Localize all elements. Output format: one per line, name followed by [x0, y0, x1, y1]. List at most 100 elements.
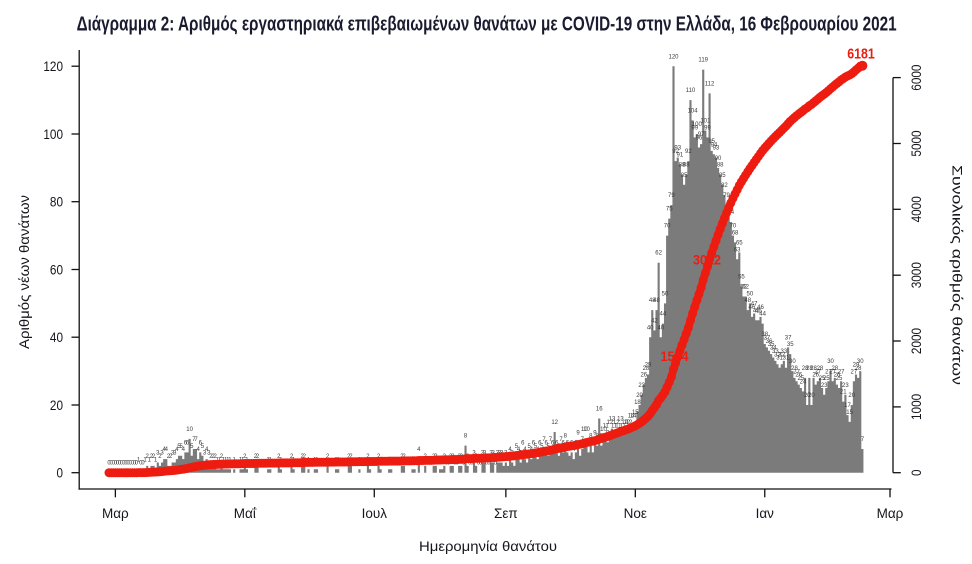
svg-text:26: 26 — [640, 373, 647, 379]
svg-text:120: 120 — [43, 58, 63, 74]
svg-text:4: 4 — [165, 447, 169, 453]
svg-text:85: 85 — [719, 173, 726, 179]
svg-text:7: 7 — [559, 437, 563, 443]
svg-text:12: 12 — [626, 420, 633, 426]
svg-text:7: 7 — [542, 437, 546, 443]
svg-text:68: 68 — [732, 230, 739, 236]
svg-text:1: 1 — [137, 457, 141, 463]
svg-text:2: 2 — [256, 454, 260, 460]
svg-text:6: 6 — [521, 440, 525, 446]
svg-text:92: 92 — [672, 149, 679, 155]
svg-text:15: 15 — [632, 410, 639, 416]
svg-text:4: 4 — [196, 447, 200, 453]
svg-text:38: 38 — [761, 332, 768, 338]
svg-text:0: 0 — [57, 465, 64, 481]
svg-text:65: 65 — [736, 241, 743, 247]
svg-text:6000: 6000 — [908, 64, 924, 90]
svg-text:2: 2 — [220, 454, 224, 460]
svg-text:0: 0 — [116, 461, 120, 467]
svg-text:32: 32 — [778, 352, 785, 358]
svg-text:7: 7 — [861, 437, 865, 443]
svg-text:2: 2 — [254, 454, 258, 460]
svg-text:27: 27 — [825, 369, 832, 375]
svg-text:2: 2 — [169, 454, 173, 460]
svg-text:70: 70 — [664, 224, 671, 230]
svg-text:2: 2 — [146, 454, 150, 460]
svg-text:Ημερομηνία θανάτου: Ημερομηνία θανάτου — [419, 539, 557, 554]
svg-text:2: 2 — [150, 454, 154, 460]
svg-text:28: 28 — [810, 366, 817, 372]
svg-text:40: 40 — [647, 325, 654, 331]
svg-text:0: 0 — [129, 461, 133, 467]
svg-text:35: 35 — [768, 342, 775, 348]
svg-text:1: 1 — [143, 457, 147, 463]
svg-text:47: 47 — [751, 302, 758, 308]
svg-text:46: 46 — [749, 305, 756, 311]
svg-text:3: 3 — [171, 451, 175, 457]
svg-text:28: 28 — [831, 366, 838, 372]
svg-text:10: 10 — [583, 427, 590, 433]
svg-text:5000: 5000 — [908, 130, 924, 156]
svg-text:28: 28 — [817, 366, 824, 372]
svg-text:55: 55 — [738, 274, 745, 280]
svg-text:2: 2 — [349, 454, 353, 460]
svg-text:3: 3 — [156, 451, 160, 457]
svg-text:75: 75 — [666, 207, 673, 213]
svg-text:32: 32 — [774, 352, 781, 358]
svg-text:23: 23 — [821, 383, 828, 389]
svg-text:46: 46 — [757, 305, 764, 311]
svg-text:4: 4 — [517, 447, 521, 453]
svg-text:26: 26 — [795, 373, 802, 379]
svg-text:6: 6 — [532, 440, 536, 446]
svg-text:6: 6 — [544, 440, 548, 446]
svg-text:60: 60 — [50, 262, 63, 278]
svg-text:20: 20 — [808, 393, 815, 399]
svg-text:11: 11 — [611, 423, 618, 429]
svg-text:10: 10 — [581, 427, 588, 433]
svg-text:4000: 4000 — [908, 196, 924, 222]
svg-text:5: 5 — [528, 444, 532, 450]
svg-text:8: 8 — [464, 434, 468, 440]
svg-text:2: 2 — [243, 454, 247, 460]
svg-text:2: 2 — [167, 454, 171, 460]
svg-text:Διάγραμμα 2: Αριθμός εργαστηρι: Διάγραμμα 2: Αριθμός εργαστηριακά επιβεβ… — [77, 14, 897, 36]
svg-text:2: 2 — [152, 454, 156, 460]
svg-text:1: 1 — [148, 457, 152, 463]
svg-text:27: 27 — [838, 369, 845, 375]
svg-text:0: 0 — [468, 461, 472, 467]
svg-text:20: 20 — [636, 393, 643, 399]
svg-text:0: 0 — [124, 461, 128, 467]
svg-text:85: 85 — [681, 173, 688, 179]
svg-text:82: 82 — [721, 183, 728, 189]
svg-text:11: 11 — [615, 423, 622, 429]
svg-text:94: 94 — [710, 142, 717, 148]
svg-text:25: 25 — [819, 376, 826, 382]
svg-text:6: 6 — [184, 440, 188, 446]
svg-text:88: 88 — [679, 163, 686, 169]
svg-text:28: 28 — [643, 366, 650, 372]
svg-text:0: 0 — [120, 461, 124, 467]
svg-text:50: 50 — [662, 291, 669, 297]
svg-text:6181: 6181 — [847, 45, 875, 62]
svg-text:Συνολικός αριθμός θανάτων: Συνολικός αριθμός θανάτων — [950, 165, 965, 385]
svg-text:79: 79 — [723, 193, 730, 199]
svg-text:4: 4 — [182, 447, 186, 453]
svg-text:40: 40 — [50, 329, 63, 345]
svg-text:104: 104 — [688, 108, 699, 114]
svg-text:44: 44 — [759, 312, 766, 318]
svg-text:27: 27 — [814, 369, 821, 375]
svg-text:2: 2 — [158, 454, 162, 460]
svg-text:31: 31 — [776, 356, 783, 362]
svg-text:3: 3 — [173, 451, 177, 457]
svg-text:48: 48 — [653, 298, 660, 304]
svg-text:5: 5 — [515, 444, 519, 450]
svg-text:14: 14 — [630, 413, 637, 419]
svg-text:4: 4 — [175, 447, 179, 453]
svg-text:0: 0 — [107, 461, 111, 467]
svg-text:96: 96 — [696, 136, 703, 142]
svg-text:4: 4 — [417, 447, 421, 453]
svg-text:8: 8 — [589, 434, 593, 440]
svg-text:20: 20 — [848, 393, 855, 399]
svg-text:0: 0 — [477, 461, 481, 467]
svg-text:30: 30 — [789, 359, 796, 365]
